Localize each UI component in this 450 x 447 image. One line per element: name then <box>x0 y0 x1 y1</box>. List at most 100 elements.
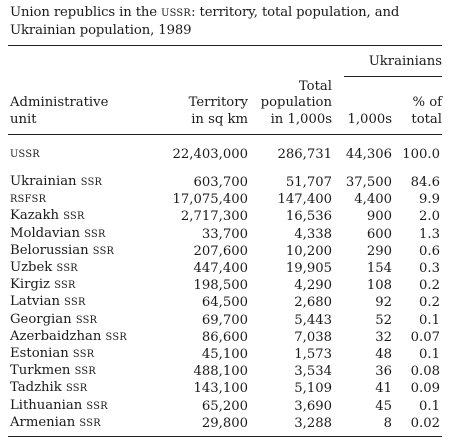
cell-name: Estonian SSR <box>10 346 95 362</box>
cell-ukrainians: 41 <box>375 381 392 397</box>
cell-ukrainians: 45 <box>375 398 392 414</box>
cell-ukrainians: 600 <box>366 226 392 242</box>
cell-territory: 603,700 <box>193 175 248 191</box>
cell-ukrainians: 32 <box>375 329 392 345</box>
cell-percent: 1.3 <box>419 226 441 242</box>
header-rule <box>8 133 443 135</box>
cell-territory: 69,700 <box>201 312 248 328</box>
cell-name: Belorussian SSR <box>10 242 115 258</box>
cell-ukrainians: 44,306 <box>345 146 392 162</box>
header-territory: Territory in sq km <box>188 95 248 127</box>
header-total-population: Total population in 1,000s <box>260 79 332 127</box>
cell-name: Azerbaidzhan SSR <box>10 328 127 344</box>
cell-territory: 64,500 <box>201 295 248 311</box>
table-row: Armenian SSR 29,800 3,288 8 0.02 <box>8 415 442 432</box>
cell-territory: 143,100 <box>193 381 248 397</box>
cell-total: 2,680 <box>294 295 332 311</box>
cell-territory: 447,400 <box>193 261 248 277</box>
cell-ukrainians: 108 <box>366 278 392 294</box>
cell-ukrainians: 290 <box>366 243 392 259</box>
cell-territory: 65,200 <box>201 398 248 414</box>
header-row: Administrative unit Territory in sq km Tot… <box>8 77 442 134</box>
table-row: Azerbaidzhan SSR 86,600 7,038 32 0.07 <box>8 329 442 346</box>
cell-percent: 9.9 <box>419 192 441 208</box>
cell-total: 3,690 <box>294 398 332 414</box>
header-group-row: Ukrainians <box>8 46 442 76</box>
cell-percent: 0.3 <box>419 261 441 277</box>
cell-total: 4,338 <box>294 226 332 242</box>
cell-territory: 33,700 <box>201 226 248 242</box>
caption-line1-prefix: Union republics in the <box>10 5 162 20</box>
table-row: Tadzhik SSR 143,100 5,109 41 0.09 <box>8 380 442 397</box>
cell-name: Kirgiz SSR <box>10 277 76 293</box>
top-rule <box>8 45 442 46</box>
cell-ukrainians: 48 <box>375 347 392 363</box>
cell-total: 1,573 <box>294 347 332 363</box>
cell-percent: 0.1 <box>419 347 441 363</box>
table-row: Belorussian SSR 207,600 10,200 290 0.6 <box>8 243 442 260</box>
cell-territory: 22,403,000 <box>172 146 248 162</box>
cell-percent: 0.02 <box>410 415 441 431</box>
header-ukrainians-count: 1,000s <box>347 111 392 127</box>
table-row: Moldavian SSR 33,700 4,338 600 1.3 <box>8 226 442 243</box>
cell-total: 51,707 <box>285 175 332 191</box>
cell-percent: 0.1 <box>419 312 441 328</box>
cell-ukrainians: 900 <box>366 209 392 225</box>
table-row: Ukrainian SSR 603,700 51,707 37,500 84.6 <box>8 174 442 191</box>
table-row: Latvian SSR 64,500 2,680 92 0.2 <box>8 294 442 311</box>
cell-territory: 17,075,400 <box>172 192 248 208</box>
cell-name: Lithuanian SSR <box>10 397 108 413</box>
cell-total: 3,534 <box>294 364 332 380</box>
table-row: Kazakh SSR 2,717,300 16,536 900 2.0 <box>8 208 442 225</box>
cell-name: Ukrainian SSR <box>10 174 103 190</box>
cell-total: 5,443 <box>294 312 332 328</box>
table-row: Uzbek SSR 447,400 19,905 154 0.3 <box>8 260 442 277</box>
cell-territory: 2,717,300 <box>180 209 248 225</box>
cell-name: Georgian SSR <box>10 311 98 327</box>
header-administrative-unit: Administrative unit <box>10 95 109 127</box>
cell-ukrainians: 154 <box>366 261 392 277</box>
table-row: Georgian SSR 69,700 5,443 52 0.1 <box>8 312 442 329</box>
cell-territory: 45,100 <box>201 347 248 363</box>
cell-total: 5,109 <box>294 381 332 397</box>
cell-percent: 0.2 <box>419 295 441 311</box>
cell-total: 3,288 <box>294 415 332 431</box>
caption-line2: Ukrainian population, 1989 <box>10 23 192 38</box>
cell-ukrainians: 52 <box>375 312 392 328</box>
cell-total: 286,731 <box>277 146 332 162</box>
cell-total: 16,536 <box>285 209 332 225</box>
cell-percent: 0.2 <box>419 278 441 294</box>
cell-name: Turkmen SSR <box>10 363 97 379</box>
table-row: Lithuanian SSR 65,200 3,690 45 0.1 <box>8 398 442 415</box>
cell-ukrainians: 4,400 <box>354 192 392 208</box>
population-table: Ukrainians Administrative unit Territory i… <box>8 46 443 432</box>
cell-ukrainians: 37,500 <box>345 175 392 191</box>
cell-territory: 86,600 <box>201 329 248 345</box>
cell-percent: 0.07 <box>410 329 441 345</box>
cell-total: 10,200 <box>285 243 332 259</box>
cell-percent: 100.0 <box>402 146 441 162</box>
header-group-rule-row <box>8 76 443 78</box>
cell-total: 19,905 <box>285 261 332 277</box>
cell-name: RSFSR <box>10 194 47 206</box>
cell-name: Tadzhik SSR <box>10 380 88 396</box>
cell-percent: 0.09 <box>410 381 441 397</box>
table-caption: Union republics in the USSR: territory, … <box>10 4 442 39</box>
table-row: Turkmen SSR 488,100 3,534 36 0.08 <box>8 363 442 380</box>
cell-total: 147,400 <box>277 192 332 208</box>
table-body: USSR 22,403,000 286,731 44,306 100.0 Ukr… <box>8 135 442 432</box>
caption-line1-suffix: : territory, total population, and <box>191 5 400 20</box>
header-ukrainians-percent: % of total <box>411 95 443 127</box>
bottom-rule <box>8 436 442 438</box>
cell-ukrainians: 36 <box>375 364 392 380</box>
ukrainians-rule <box>344 76 443 78</box>
cell-territory: 488,100 <box>193 364 248 380</box>
cell-name: Armenian SSR <box>10 414 101 430</box>
cell-percent: 0.6 <box>419 243 441 259</box>
cell-name: Latvian SSR <box>10 294 86 310</box>
cell-percent: 84.6 <box>410 175 441 191</box>
cell-name: Uzbek SSR <box>10 260 78 276</box>
cell-name: Moldavian SSR <box>10 225 106 241</box>
cell-ukrainians: 8 <box>383 415 392 431</box>
